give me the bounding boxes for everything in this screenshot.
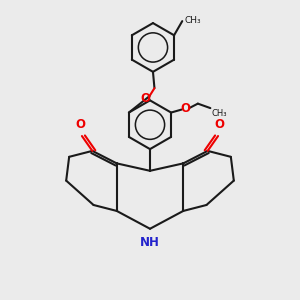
Text: O: O [140, 92, 151, 105]
Text: O: O [214, 118, 224, 131]
Text: CH₃: CH₃ [212, 109, 227, 118]
Text: NH: NH [140, 236, 160, 249]
Text: O: O [180, 103, 190, 116]
Text: CH₃: CH₃ [184, 16, 201, 25]
Text: O: O [76, 118, 85, 131]
